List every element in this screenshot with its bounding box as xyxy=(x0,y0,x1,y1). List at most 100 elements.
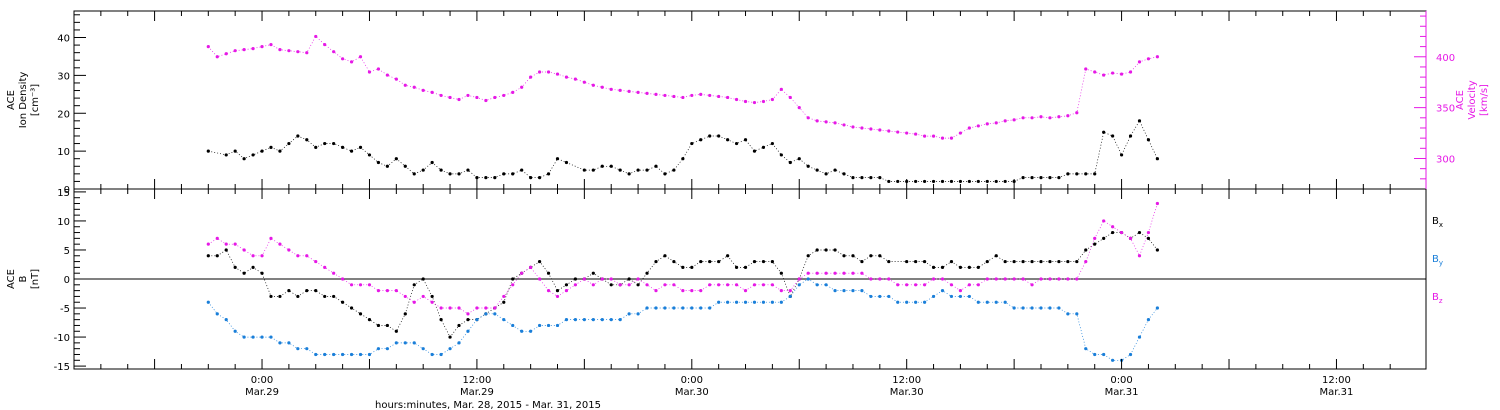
bx-point xyxy=(215,254,219,258)
top-panel-data xyxy=(206,34,1159,184)
velocity-point xyxy=(493,95,497,100)
velocity-tick-label: 400 xyxy=(1436,53,1455,64)
x-tick-label-time: 12:00 xyxy=(892,375,921,386)
density-tick-label: 0 xyxy=(64,185,70,196)
density-point xyxy=(609,164,613,168)
density-point xyxy=(761,145,766,149)
velocity-tick-label: 350 xyxy=(1436,104,1455,115)
bz-point xyxy=(323,265,327,269)
density-point xyxy=(349,149,354,153)
by-point xyxy=(430,352,434,357)
by-point xyxy=(958,294,963,299)
density-point xyxy=(833,168,837,172)
by-point xyxy=(269,335,273,339)
bx-point xyxy=(690,265,694,269)
velocity-point xyxy=(582,80,586,84)
by-point xyxy=(582,318,586,322)
by-point xyxy=(1084,347,1088,351)
field-axis-label-line1: ACE xyxy=(6,269,17,289)
velocity-point xyxy=(833,121,837,125)
density-series xyxy=(206,119,1159,184)
by-point xyxy=(376,347,381,351)
velocity-point xyxy=(358,55,363,59)
velocity-point xyxy=(251,47,255,51)
by-point xyxy=(332,352,336,357)
bx-point xyxy=(1111,230,1115,235)
velocity-point xyxy=(439,93,443,98)
velocity-point xyxy=(600,85,604,89)
density-point xyxy=(269,145,273,149)
by-point xyxy=(985,300,989,304)
density-tick-label: 20 xyxy=(57,109,70,120)
density-point xyxy=(439,168,443,172)
density-point xyxy=(770,141,774,146)
field-tick-label: -15 xyxy=(54,362,70,373)
bz-point xyxy=(448,306,452,310)
bx-point xyxy=(743,265,748,269)
x-tick-label-time: 12:00 xyxy=(1322,375,1351,386)
bx-point xyxy=(672,259,676,264)
field-legend: Bx By Bz xyxy=(1432,216,1443,305)
by-point xyxy=(358,352,363,357)
density-point xyxy=(555,157,560,161)
density-point xyxy=(323,141,327,146)
density-axis-label-line1: ACE xyxy=(6,90,17,110)
bz-point xyxy=(860,271,864,275)
by-point xyxy=(600,318,604,322)
velocity-point xyxy=(260,45,264,49)
velocity-point xyxy=(1155,55,1159,59)
density-point xyxy=(1066,172,1070,176)
by-point xyxy=(260,335,264,339)
bz-point xyxy=(663,283,667,287)
x-tick-label-date: Mar.30 xyxy=(890,387,924,398)
bx-point xyxy=(367,318,372,322)
density-point xyxy=(582,168,586,172)
by-point xyxy=(242,335,246,339)
by-point xyxy=(1155,306,1159,310)
bx-point xyxy=(851,254,855,258)
by-point xyxy=(475,318,479,322)
bx-point xyxy=(931,265,936,269)
by-point xyxy=(699,306,703,310)
bz-point xyxy=(1084,259,1088,264)
by-point xyxy=(439,352,443,357)
by-point xyxy=(341,352,345,357)
bz-point xyxy=(314,259,318,264)
legend-by: By xyxy=(1432,254,1443,267)
density-point xyxy=(260,149,264,153)
bz-point xyxy=(761,283,766,287)
velocity-point xyxy=(699,92,703,97)
density-point xyxy=(699,138,703,142)
velocity-point xyxy=(511,90,515,94)
field-axis-label: ACE B [nT] xyxy=(6,269,41,289)
velocity-point xyxy=(349,60,354,64)
velocity-point xyxy=(1111,71,1115,75)
x-tick-label-date: Mar.31 xyxy=(1320,387,1354,398)
by-point xyxy=(385,347,389,351)
velocity-point xyxy=(564,75,569,79)
velocity-point xyxy=(376,67,381,71)
velocity-point xyxy=(502,93,506,98)
density-point xyxy=(1084,172,1088,176)
density-point xyxy=(1146,138,1151,142)
by-point xyxy=(1075,312,1079,316)
density-point xyxy=(1075,172,1079,176)
velocity-point xyxy=(224,52,228,56)
x-axis-title: hours:minutes, Mar. 28, 2015 - Mar. 31, … xyxy=(375,400,601,410)
velocity-point xyxy=(591,83,595,87)
velocity-point xyxy=(385,73,389,77)
velocity-point xyxy=(457,97,461,102)
by-point xyxy=(1137,335,1142,339)
by-point xyxy=(878,294,882,299)
bz-point xyxy=(967,283,971,287)
bx-point xyxy=(726,254,730,258)
velocity-point xyxy=(305,51,309,55)
by-point xyxy=(681,306,685,310)
velocity-axis-label: ACE Velocity [km/s] xyxy=(1455,80,1490,119)
by-point xyxy=(1111,358,1115,362)
bx-point xyxy=(394,329,398,333)
velocity-series xyxy=(206,34,1159,140)
by-point xyxy=(412,341,416,345)
density-point xyxy=(797,157,801,161)
density-point xyxy=(717,134,721,138)
